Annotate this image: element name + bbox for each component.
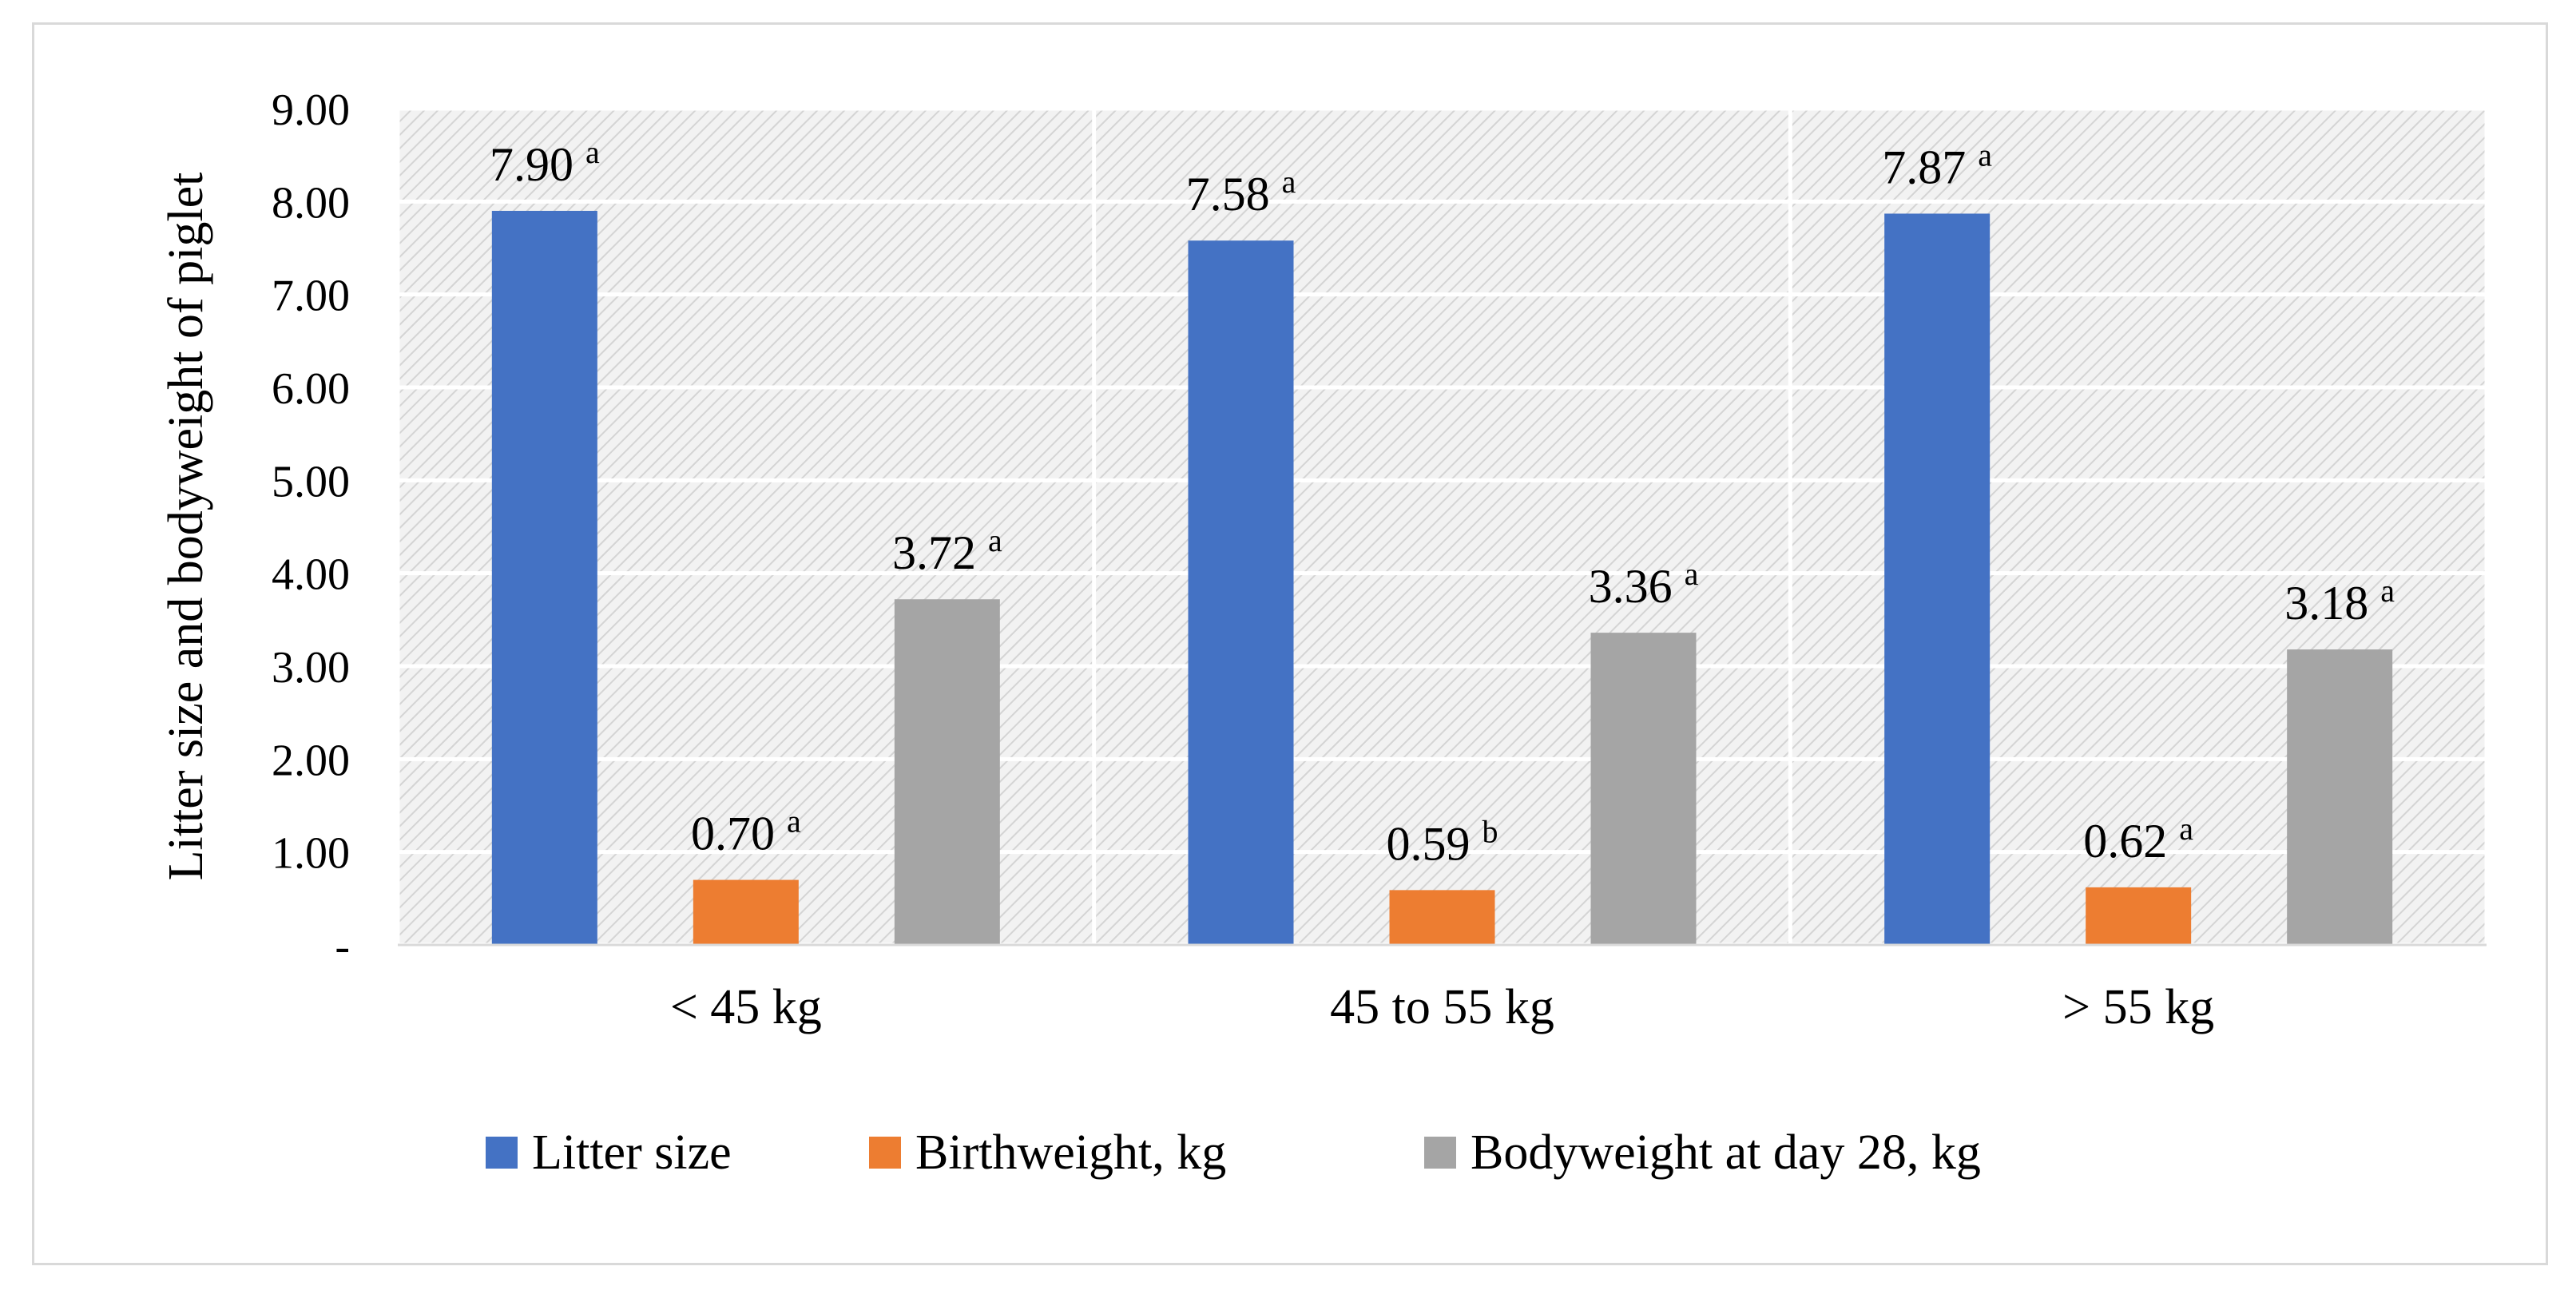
y-tick-label: 6.00	[272, 364, 350, 414]
y-tick-label: 3.00	[272, 643, 350, 693]
legend-swatch	[486, 1137, 518, 1169]
data-label: 7.58 a	[1186, 164, 1296, 220]
bar	[2086, 887, 2192, 945]
y-tick-label: -	[335, 922, 350, 971]
y-tick-label: 8.00	[272, 178, 350, 228]
y-tick-label: 7.00	[272, 272, 350, 321]
legend-label: Birthweight, kg	[915, 1125, 1226, 1180]
legend-label: Litter size	[532, 1125, 732, 1180]
data-label: 3.72 a	[892, 522, 1002, 579]
bar	[491, 210, 597, 945]
bar	[693, 879, 799, 945]
y-tick-label: 4.00	[272, 550, 350, 600]
data-label: 0.70 a	[691, 804, 801, 860]
bar	[1884, 213, 1991, 945]
x-tick-label: > 55 kg	[2062, 980, 2214, 1034]
bar-chart: - 1.00 2.00 3.00 4.00 5.00 6.00 7.00 8.00 9.00 7.…	[159, 85, 2489, 1180]
y-axis: - 1.00 2.00 3.00 4.00 5.00 6.00 7.00 8.00 9.00	[272, 85, 350, 971]
y-axis-title: Litter size and bodyweight of piglet	[159, 173, 213, 881]
data-label: 0.62 a	[2083, 811, 2193, 867]
data-label: 3.36 a	[1589, 556, 1699, 613]
plot-area-background	[398, 109, 2487, 945]
legend: Litter size Birthweight, kg Bodyweight at …	[486, 1125, 1981, 1180]
bars	[491, 210, 2393, 945]
y-tick-label: 5.00	[272, 457, 350, 506]
legend-swatch	[869, 1137, 901, 1169]
bar	[894, 599, 1000, 945]
y-tick-label: 9.00	[272, 85, 350, 135]
x-tick-label: < 45 kg	[670, 980, 822, 1034]
legend-item: Birthweight, kg	[869, 1125, 1226, 1180]
x-axis: < 45 kg 45 to 55 kg > 55 kg	[398, 943, 2487, 1034]
bar	[1590, 633, 1697, 945]
y-tick-label: 1.00	[272, 829, 350, 879]
chart-frame: - 1.00 2.00 3.00 4.00 5.00 6.00 7.00 8.00 9.00 7.…	[32, 22, 2548, 1265]
bar	[1389, 890, 1495, 945]
x-tick-label: 45 to 55 kg	[1330, 980, 1554, 1034]
legend-swatch	[1424, 1137, 1456, 1169]
data-label: 7.87 a	[1882, 137, 1992, 193]
bar	[2287, 649, 2393, 945]
y-tick-label: 2.00	[272, 736, 350, 785]
legend-item: Bodyweight at day 28, kg	[1424, 1125, 1981, 1180]
data-label: 0.59 b	[1387, 813, 1498, 870]
gridlines	[395, 106, 2489, 947]
data-label: 7.90 a	[490, 134, 600, 191]
bar	[1188, 240, 1294, 945]
legend-label: Bodyweight at day 28, kg	[1471, 1125, 1981, 1180]
data-labels: 7.90 a 0.70 a 3.72 a 7.58 a 0.59 b 3.36 a 7.87…	[490, 134, 2395, 870]
data-label: 3.18 a	[2284, 573, 2395, 629]
legend-item: Litter size	[486, 1125, 732, 1180]
